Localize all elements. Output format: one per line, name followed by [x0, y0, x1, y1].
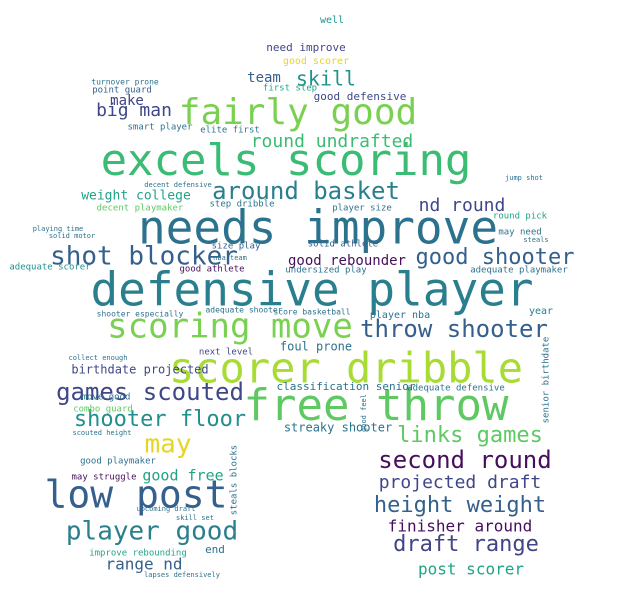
cloud-word: scouted height: [72, 429, 131, 437]
cloud-word: jump shot: [505, 174, 543, 182]
cloud-word: adequate scorer: [9, 263, 91, 273]
cloud-word: playing time: [33, 225, 84, 233]
cloud-word: shot blocker: [50, 242, 238, 272]
cloud-word: senior birthdate: [542, 337, 552, 424]
cloud-word: weight college: [81, 189, 191, 204]
cloud-word: fairly good: [179, 92, 417, 133]
cloud-word: links games: [397, 423, 543, 448]
cloud-word: may struggle: [71, 473, 136, 483]
cloud-word: lapses defensively: [144, 571, 220, 579]
cloud-word: good rebounder: [288, 253, 406, 269]
cloud-word: scorer dribble: [169, 344, 523, 393]
cloud-word: improve rebounding: [89, 549, 187, 559]
cloud-word: post scorer: [418, 560, 524, 579]
cloud-word: throw shooter: [360, 315, 548, 343]
cloud-word: low post: [44, 473, 227, 517]
cloud-word: team: [247, 70, 281, 86]
cloud-word: upcoming draft: [136, 505, 195, 513]
cloud-word: adequate shooter: [205, 306, 282, 315]
cloud-word: foul prone: [280, 340, 352, 354]
cloud-word: classification senior: [276, 380, 415, 393]
cloud-word: good defensive: [314, 90, 407, 103]
cloud-word: nba team: [213, 254, 247, 262]
cloud-word: round pick: [493, 212, 548, 222]
cloud-word: move good: [82, 393, 131, 403]
cloud-word: good athlete: [179, 265, 244, 275]
cloud-word: undersized play: [285, 266, 367, 276]
cloud-word: nd round: [419, 195, 506, 216]
cloud-word: first step: [263, 84, 317, 94]
cloud-word: needs improve: [138, 201, 498, 255]
cloud-word: scoring move: [107, 307, 353, 347]
cloud-word: size play: [212, 242, 261, 252]
cloud-word: good feel: [360, 394, 368, 432]
cloud-word: adequate defensive: [407, 384, 505, 394]
cloud-word: good shooter: [416, 245, 575, 270]
cloud-word: elite first: [200, 126, 260, 136]
cloud-word: streaky shooter: [284, 421, 392, 435]
cloud-word: good scorer: [283, 56, 349, 67]
cloud-word: skill set: [176, 514, 214, 522]
cloud-word: excels scoring: [101, 135, 472, 186]
cloud-word: projected draft: [379, 472, 542, 493]
cloud-word: turnover prone: [91, 78, 159, 87]
cloud-word: decent playmaker: [97, 204, 184, 214]
cloud-word: score basketball: [273, 308, 350, 317]
cloud-word: good free: [142, 467, 223, 485]
cloud-word: combo guard: [73, 405, 133, 415]
cloud-word: shooter floor: [74, 407, 246, 432]
cloud-word: finisher around: [388, 517, 533, 536]
cloud-word: round undrafted: [251, 131, 414, 152]
cloud-word: well: [320, 15, 344, 26]
cloud-word: solid athlete: [308, 240, 378, 250]
cloud-word: collect enough: [68, 354, 127, 362]
cloud-word: defensive player: [90, 263, 533, 317]
cloud-word: skill: [296, 67, 356, 91]
cloud-word: player size: [332, 204, 392, 214]
cloud-word: steals blocks: [230, 445, 240, 515]
cloud-word: shooter especially: [97, 310, 184, 319]
cloud-word: range nd: [105, 555, 182, 574]
cloud-word: may: [145, 430, 192, 460]
cloud-word: around basket: [212, 177, 400, 205]
cloud-word: decent defensive: [144, 181, 211, 189]
cloud-word: may need: [498, 228, 541, 238]
cloud-word: step dribble: [209, 200, 274, 210]
cloud-word: solid motor: [49, 232, 95, 240]
cloud-word: year: [529, 306, 553, 317]
cloud-word: draft range: [393, 532, 539, 557]
cloud-word: big man: [96, 100, 172, 121]
cloud-word: end: [205, 543, 225, 556]
cloud-word: free throw: [244, 380, 509, 431]
cloud-word: height weight: [374, 493, 546, 518]
cloud-word: need improve: [266, 41, 345, 54]
cloud-word: make: [110, 93, 144, 109]
cloud-word: games scouted: [56, 378, 244, 406]
cloud-word: good playmaker: [80, 457, 156, 467]
cloud-word: smart player: [127, 123, 193, 133]
cloud-word: next level: [199, 348, 253, 358]
cloud-word: steals: [523, 236, 548, 244]
cloud-word: point guard: [92, 86, 152, 96]
cloud-word: player nba: [370, 310, 430, 321]
cloud-word: adequate playmaker: [470, 266, 568, 276]
cloud-word: birthdate projected: [71, 363, 208, 377]
cloud-word: second round: [378, 446, 551, 474]
cloud-word: player good: [66, 517, 238, 547]
